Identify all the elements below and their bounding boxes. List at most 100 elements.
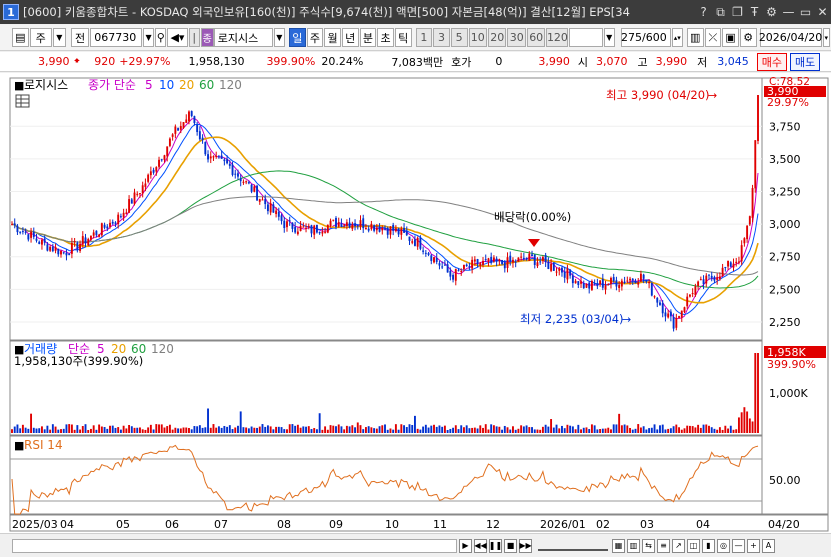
volume-bar (43, 429, 46, 433)
minimize-icon[interactable]: — (782, 5, 795, 19)
volume-bar (411, 425, 414, 433)
range-spinner-icon[interactable]: ▴▾ (671, 28, 683, 47)
volume-bar (612, 424, 615, 433)
chart-scrollbar-track[interactable] (12, 538, 457, 553)
volume-bar (514, 429, 517, 433)
volume-bar (348, 426, 351, 433)
volume-bar (509, 429, 512, 433)
interval-3-button[interactable]: 3 (433, 28, 450, 47)
period-tick-button[interactable]: 틱 (394, 28, 412, 47)
chart-area[interactable]: ■ 로지시스 종가 단순 5 10 20 60 120 최고 3,990 (04… (0, 73, 831, 537)
rewind-icon[interactable]: ◀◀ (474, 538, 487, 553)
help-icon[interactable]: ? (700, 5, 707, 19)
custom-interval-input[interactable] (569, 28, 603, 47)
period-day-button[interactable]: 일 (288, 28, 306, 47)
candle-body (272, 204, 275, 213)
volume-bar (680, 429, 683, 433)
panel-menu-icon[interactable]: ■ (14, 79, 24, 92)
candle-body (128, 199, 131, 213)
close-icon[interactable]: ✕ (817, 5, 828, 19)
volume-bar (152, 429, 155, 433)
trend-icon[interactable]: ↗ (672, 538, 685, 553)
volume-bar (324, 426, 327, 433)
menu-icon[interactable]: ▤ (12, 28, 29, 47)
dash-icon[interactable]: — (732, 538, 745, 553)
candle-body (737, 261, 740, 263)
config-icon[interactable]: ⚙ (739, 28, 757, 47)
volume-bar (130, 426, 133, 433)
speaker-icon[interactable]: ◀▾ (167, 28, 188, 47)
period-second-button[interactable]: 초 (377, 28, 394, 47)
candle-settings-icon[interactable]: ▥ (686, 28, 704, 47)
scroll-right-icon[interactable]: ▶ (459, 538, 472, 553)
indicator-name-button[interactable]: 로지시스 (213, 28, 273, 47)
chart-type-select[interactable]: 주 (29, 28, 52, 47)
stack-icon[interactable]: ❐ (732, 5, 743, 19)
candle-body (215, 155, 218, 158)
volume-bar (299, 427, 302, 433)
restore-icon[interactable]: ▭ (799, 5, 812, 19)
interval-5-button[interactable]: 5 (450, 28, 468, 47)
settings-icon[interactable]: ⚙ (766, 5, 777, 19)
interval-20-button[interactable]: 20 (487, 28, 507, 47)
stop-icon[interactable]: ■ (504, 538, 517, 553)
table-icon[interactable] (15, 94, 30, 108)
period-year-button[interactable]: 년 (341, 28, 359, 47)
date-input[interactable]: 2026/04/20 (759, 28, 822, 47)
candle-body (384, 228, 386, 230)
period-week-button[interactable]: 주 (306, 28, 324, 47)
interval-1-button[interactable]: 1 (415, 28, 433, 47)
pause-icon[interactable]: ❚❚ (489, 538, 502, 553)
chart-list-icon[interactable]: ≡ (657, 538, 670, 553)
copy-icon[interactable]: ⧉ (716, 4, 725, 19)
chevron-down-icon[interactable]: ▼ (52, 28, 66, 47)
date-picker-icon[interactable]: ▾ (822, 28, 831, 47)
interval-dropdown-icon[interactable]: ▼ (603, 28, 615, 47)
interval-120-button[interactable]: 120 (546, 28, 569, 47)
period-month-button[interactable]: 월 (324, 28, 341, 47)
plus-icon[interactable]: + (747, 538, 760, 553)
candle-body (531, 254, 533, 257)
period-minute-button[interactable]: 분 (359, 28, 377, 47)
chart-svg[interactable]: ■ 로지시스 종가 단순 5 10 20 60 120 최고 3,990 (04… (0, 73, 831, 537)
volume-bar (305, 426, 307, 433)
interval-10-button[interactable]: 10 (468, 28, 487, 47)
rsi-panel-frame (9, 435, 763, 515)
sell-button[interactable]: 매도 (789, 52, 821, 71)
candle-body (705, 275, 708, 284)
prev-button[interactable]: 전 (70, 28, 90, 47)
candle-body (498, 259, 501, 262)
x-axis-label: 02 (596, 518, 610, 531)
font-icon[interactable]: Ŧ (750, 5, 759, 19)
volume-bar (686, 425, 689, 433)
zoom-slider[interactable] (538, 541, 608, 551)
candle-body (748, 216, 751, 225)
interval-60-button[interactable]: 60 (526, 28, 546, 47)
forward-icon[interactable]: ▶▶ (519, 538, 532, 553)
stock-code-input[interactable]: 067730 (90, 28, 142, 47)
price-y-tick: 2,500 (769, 283, 801, 296)
target-icon[interactable]: ◎ (717, 538, 730, 553)
candle-body (460, 271, 463, 273)
indicator-dropdown-icon[interactable]: ▼ (273, 28, 285, 47)
range-input[interactable]: 275/600 (620, 28, 671, 47)
volume-bar (24, 427, 27, 433)
volume-bar (675, 424, 678, 433)
rsi-panel-menu-icon[interactable]: ■ (14, 439, 24, 452)
buy-button[interactable]: 매수 (756, 52, 787, 71)
search-icon[interactable]: ⚲ (155, 28, 167, 47)
volume-panel-menu-icon[interactable]: ■ (14, 343, 24, 356)
layout-icon[interactable]: ▥ (627, 538, 640, 553)
grid-icon[interactable]: ▦ (612, 538, 625, 553)
interval-30-button[interactable]: 30 (507, 28, 526, 47)
candle-body (555, 271, 558, 273)
code-dropdown-icon[interactable]: ▼ (142, 28, 155, 47)
save-icon[interactable]: ▣ (722, 28, 739, 47)
bars-icon[interactable]: ▮ (702, 538, 715, 553)
y-axis-area (761, 77, 829, 515)
draw-tool-icon[interactable]: ⤫ (704, 28, 722, 47)
text-icon[interactable]: A (762, 538, 775, 553)
compare-icon[interactable]: ⇆ (642, 538, 655, 553)
candle-body (590, 281, 593, 290)
split-icon[interactable]: ◫ (687, 538, 700, 553)
